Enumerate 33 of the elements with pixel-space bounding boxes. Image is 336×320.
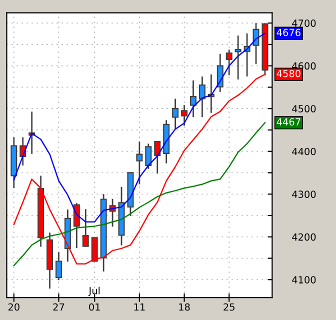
x-tick-label: 18 <box>179 303 190 311</box>
x-tick-label: 20 <box>8 303 20 311</box>
y-tick-label: 4300 <box>292 190 316 198</box>
y-tick-label: 4400 <box>292 148 316 156</box>
candlestick <box>82 208 89 247</box>
candlestick <box>154 140 161 174</box>
candlestick <box>234 34 242 80</box>
data-label: 4580 <box>276 70 300 78</box>
y-tick-label: 4100 <box>292 276 316 284</box>
x-tick-label: 27 <box>53 303 64 311</box>
candlestick <box>145 142 152 170</box>
data-label: 4676 <box>276 28 300 36</box>
y-tick-label: 4500 <box>292 105 316 112</box>
x-tick-label: 11 <box>134 303 145 311</box>
candlestick <box>181 104 188 126</box>
data-label: 4467 <box>276 118 300 126</box>
x-tick-label: 25 <box>224 303 234 311</box>
candlestick <box>198 76 206 118</box>
candlestick <box>136 140 143 185</box>
y-tick-label: 4200 <box>292 233 316 241</box>
candlestick <box>55 252 62 281</box>
y-tick-label: 4700 <box>292 20 316 27</box>
candlestick <box>216 53 224 93</box>
annotation: Jul <box>88 286 100 296</box>
line-series <box>13 74 266 264</box>
x-tick-label: 01 <box>89 303 100 311</box>
candlestick <box>172 98 179 130</box>
candlestick <box>73 202 80 249</box>
candlestick <box>252 22 260 65</box>
candlestick <box>190 80 196 118</box>
candlestick <box>226 48 232 76</box>
candlestick <box>91 237 98 262</box>
line-series <box>13 122 266 266</box>
